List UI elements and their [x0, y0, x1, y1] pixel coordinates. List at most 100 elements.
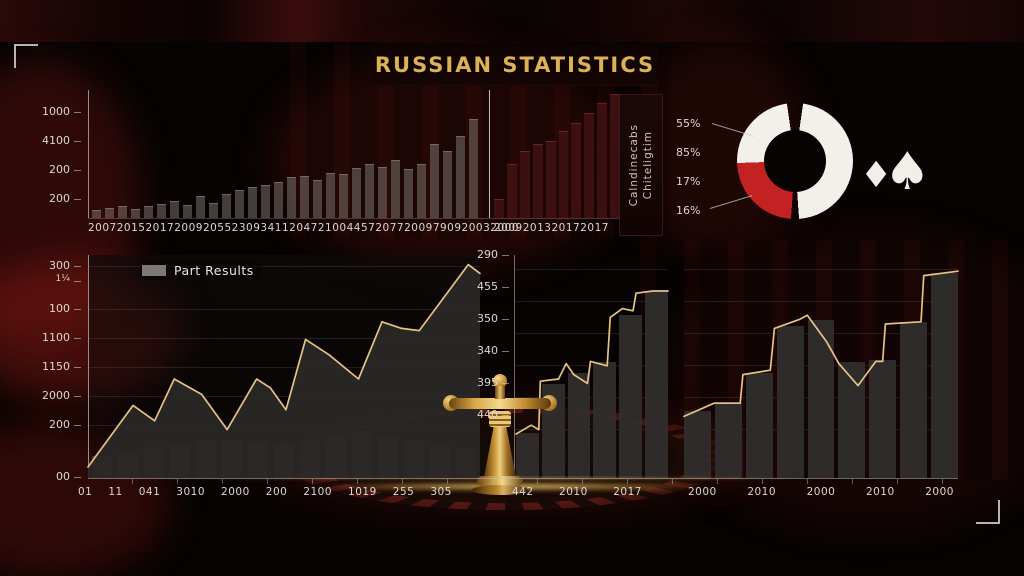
- tm-bar: [545, 141, 556, 218]
- bm-x-tick-label: 2010: [559, 486, 588, 498]
- area-line-plot: [88, 258, 480, 478]
- br-bar: [900, 321, 928, 478]
- tl-x-tick-label: 2077: [375, 222, 405, 234]
- tl-bar: [131, 209, 140, 218]
- tm-bar: [494, 198, 504, 218]
- tl-bar: [196, 196, 205, 218]
- bm-y-tick-label: 350: [477, 312, 509, 325]
- tl-y-tick-label: 4100: [42, 134, 81, 147]
- line-plot: [684, 258, 958, 478]
- br-bar: [869, 359, 897, 478]
- br-x-tick-label: 2010: [747, 486, 777, 498]
- br-x-tick-label: 2000: [688, 486, 717, 498]
- tl-x-tick-label: 2309: [231, 222, 261, 234]
- gridline: [684, 269, 958, 270]
- br-bar: [714, 402, 742, 478]
- turret-base-disc: [472, 485, 528, 495]
- tm-bar: [558, 130, 569, 218]
- tl-x-tick-label: 7909: [432, 222, 462, 234]
- tl-y-tick-label: 200: [49, 163, 81, 176]
- tl-bar: [378, 166, 387, 218]
- br-bar: [745, 373, 773, 478]
- frame-corner-bottom-right: [976, 500, 1000, 524]
- y-axis-line: [88, 90, 89, 218]
- tl-x-tick-label: 2055: [202, 222, 232, 234]
- tl-bar: [469, 119, 478, 218]
- tl-y-tick-label: 200: [49, 192, 81, 205]
- bl-x-tick-label: 305: [430, 486, 452, 498]
- bl-y-tick-label: 300: [49, 259, 81, 272]
- tl-bar: [339, 174, 348, 218]
- donut-percentage: 16%: [676, 204, 701, 217]
- tl-bar: [170, 201, 179, 218]
- tl-x-tick-label: 4457: [346, 222, 376, 234]
- bl-y-tick-label: 2000: [42, 389, 81, 402]
- title-bar: RUSSIAN STATISTICS: [372, 44, 658, 86]
- diamond-suit-icon: ♦: [860, 155, 893, 196]
- gridlines: [515, 262, 668, 478]
- bl-x-tick-label: 2000: [221, 486, 250, 498]
- spade-suit-icon: ♠: [884, 142, 931, 202]
- bl-x-tick-label: 1019: [348, 486, 377, 498]
- vertical-label-panel: Calndinecabs Chiteligtim: [619, 94, 663, 236]
- bl-y-tick-label: 200: [49, 418, 81, 431]
- turret-neck: [495, 386, 505, 399]
- tl-x-tick-label: 2100: [317, 222, 347, 234]
- bl-y-tick-label: 1¼: [55, 274, 82, 284]
- tl-bar: [92, 210, 101, 218]
- tl-bar: [430, 143, 439, 218]
- tl-x-tick-label: 2015: [116, 222, 146, 234]
- bottom-baseline: [88, 478, 958, 479]
- donut-percentage: 17%: [676, 175, 701, 188]
- bl-x-tick-label: 11: [108, 486, 123, 498]
- tl-x-tick-label: 2007: [88, 222, 117, 234]
- x-axis-labels: 2009 2013 2017 2017: [494, 222, 608, 234]
- tm-x-tick-label: 2017: [580, 222, 609, 234]
- gridline: [684, 301, 958, 302]
- tm-bar: [597, 102, 608, 218]
- gridline: [89, 396, 480, 397]
- column-series: [684, 255, 959, 478]
- tl-bar: [222, 193, 231, 218]
- turret-base: [477, 476, 523, 486]
- tm-bar: [519, 151, 530, 218]
- bm-y-tick-label: 340: [477, 344, 509, 357]
- tl-bar: [183, 205, 192, 218]
- curtain-top-strip: [0, 0, 1024, 42]
- top-baseline: [88, 218, 622, 219]
- gridline: [89, 367, 480, 368]
- tl-bar: [235, 189, 244, 218]
- tm-x-tick-label: 2009: [494, 222, 523, 234]
- tm-bar: [506, 164, 517, 218]
- tl-bar: [443, 151, 452, 218]
- bottom-baseline-ticks: [88, 479, 958, 484]
- bm-y-tick-label: 455: [477, 280, 509, 293]
- bl-x-tick-label: 2100: [303, 486, 333, 498]
- br-bar: [684, 411, 711, 478]
- br-x-tick-label: 2000: [925, 486, 954, 498]
- gridline: [515, 301, 668, 302]
- frame-corner-top-left: [14, 44, 38, 68]
- legend-label: Part Results: [174, 263, 254, 278]
- gridline: [515, 397, 668, 398]
- br-x-tick-label: 2000: [806, 486, 836, 498]
- gridline: [515, 429, 668, 430]
- bl-y-tick-label: 1150: [42, 360, 81, 373]
- tm-bar: [571, 123, 582, 218]
- bar-series: [92, 90, 478, 218]
- tl-bar: [313, 179, 322, 218]
- tl-bar: [365, 164, 374, 218]
- bm-bar: [645, 290, 668, 478]
- tl-y-tick-label: 1000: [42, 105, 81, 118]
- legend-swatch: [142, 265, 166, 276]
- tl-bar: [326, 173, 335, 218]
- tm-x-tick-label: 2013: [522, 222, 552, 234]
- tl-x-tick-label: 2003: [461, 222, 491, 234]
- bm-bar: [516, 433, 539, 478]
- bl-x-tick-label: 041: [138, 486, 161, 498]
- tl-x-tick-label: 3411: [260, 222, 290, 234]
- tl-bar: [456, 136, 465, 218]
- bl-x-tick-label: 3010: [176, 486, 206, 498]
- turret-body: [484, 427, 516, 477]
